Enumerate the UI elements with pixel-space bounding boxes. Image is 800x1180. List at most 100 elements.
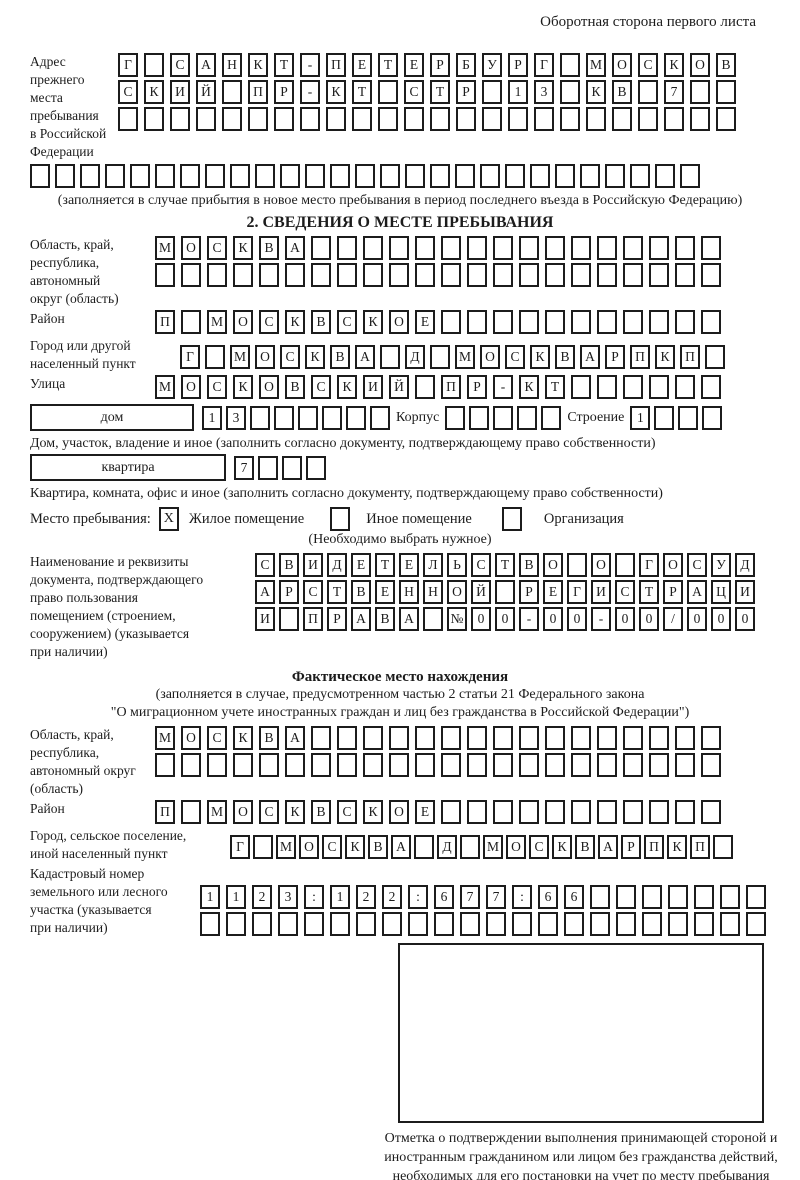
apartment-type-box[interactable]: квартира — [30, 454, 226, 481]
char-cell[interactable]: К — [144, 80, 164, 104]
char-cell[interactable]: С — [207, 375, 227, 399]
char-cell[interactable] — [623, 310, 643, 334]
char-cell[interactable] — [560, 53, 580, 77]
char-cell[interactable] — [493, 726, 513, 750]
char-cell[interactable] — [571, 726, 591, 750]
char-cell[interactable]: С — [529, 835, 549, 859]
char-cell[interactable]: В — [368, 835, 388, 859]
char-cell[interactable]: Т — [430, 80, 450, 104]
char-cell[interactable] — [538, 912, 558, 936]
char-cell[interactable] — [571, 263, 591, 287]
char-cell[interactable] — [545, 263, 565, 287]
char-cell[interactable] — [597, 726, 617, 750]
char-cell[interactable] — [564, 912, 584, 936]
char-cell[interactable] — [705, 345, 725, 369]
char-cell[interactable]: 6 — [538, 885, 558, 909]
char-cell[interactable] — [253, 835, 273, 859]
char-cell[interactable] — [434, 912, 454, 936]
char-cell[interactable] — [571, 375, 591, 399]
char-cell[interactable]: Р — [430, 53, 450, 77]
char-cell[interactable]: В — [285, 375, 305, 399]
char-cell[interactable] — [519, 800, 539, 824]
char-cell[interactable] — [389, 263, 409, 287]
char-cell[interactable]: В — [716, 53, 736, 77]
char-cell[interactable]: 0 — [711, 607, 731, 631]
char-cell[interactable]: - — [519, 607, 539, 631]
char-cell[interactable]: 1 — [200, 885, 220, 909]
char-cell[interactable]: 0 — [687, 607, 707, 631]
char-cell[interactable]: С — [259, 310, 279, 334]
char-cell[interactable] — [571, 310, 591, 334]
char-cell[interactable] — [668, 885, 688, 909]
char-cell[interactable] — [597, 753, 617, 777]
char-cell[interactable] — [326, 107, 346, 131]
char-cell[interactable]: Т — [327, 580, 347, 604]
char-cell[interactable] — [545, 726, 565, 750]
char-cell[interactable]: П — [690, 835, 710, 859]
char-cell[interactable]: К — [285, 310, 305, 334]
char-cell[interactable] — [337, 753, 357, 777]
char-cell[interactable] — [423, 607, 443, 631]
char-cell[interactable] — [404, 107, 424, 131]
char-cell[interactable]: К — [664, 53, 684, 77]
char-cell[interactable]: А — [598, 835, 618, 859]
char-cell[interactable] — [675, 375, 695, 399]
char-cell[interactable]: Й — [196, 80, 216, 104]
char-cell[interactable]: Й — [389, 375, 409, 399]
char-cell[interactable] — [571, 753, 591, 777]
char-cell[interactable] — [330, 912, 350, 936]
char-cell[interactable] — [118, 107, 138, 131]
char-cell[interactable] — [701, 800, 721, 824]
char-cell[interactable]: О — [690, 53, 710, 77]
char-cell[interactable] — [623, 753, 643, 777]
char-cell[interactable] — [701, 263, 721, 287]
char-cell[interactable]: К — [326, 80, 346, 104]
char-cell[interactable] — [222, 107, 242, 131]
char-cell[interactable] — [430, 107, 450, 131]
char-cell[interactable] — [445, 405, 466, 430]
char-cell[interactable]: С — [638, 53, 658, 77]
char-cell[interactable]: : — [304, 885, 324, 909]
char-cell[interactable]: М — [276, 835, 296, 859]
char-cell[interactable] — [356, 912, 376, 936]
char-cell[interactable] — [441, 753, 461, 777]
char-cell[interactable]: Н — [222, 53, 242, 77]
char-cell[interactable]: Р — [467, 375, 487, 399]
char-cell[interactable] — [649, 726, 669, 750]
char-cell[interactable]: : — [408, 885, 428, 909]
char-cell[interactable]: С — [259, 800, 279, 824]
char-cell[interactable]: Е — [415, 310, 435, 334]
char-cell[interactable] — [259, 753, 279, 777]
char-cell[interactable]: О — [233, 800, 253, 824]
char-cell[interactable]: 0 — [471, 607, 491, 631]
char-cell[interactable]: Й — [471, 580, 491, 604]
char-cell[interactable] — [638, 107, 658, 131]
char-cell[interactable] — [405, 164, 425, 188]
char-cell[interactable] — [180, 164, 200, 188]
char-cell[interactable] — [508, 107, 528, 131]
char-cell[interactable]: Р — [519, 580, 539, 604]
char-cell[interactable]: С — [280, 345, 300, 369]
checkbox-organization[interactable] — [501, 507, 522, 531]
char-cell[interactable] — [597, 263, 617, 287]
char-cell[interactable]: Е — [543, 580, 563, 604]
char-cell[interactable] — [590, 912, 610, 936]
char-cell[interactable] — [469, 405, 490, 430]
char-cell[interactable] — [716, 80, 736, 104]
char-cell[interactable] — [352, 107, 372, 131]
char-cell[interactable]: В — [279, 553, 299, 577]
char-cell[interactable]: О — [480, 345, 500, 369]
char-cell[interactable] — [311, 726, 331, 750]
char-cell[interactable] — [612, 107, 632, 131]
char-cell[interactable] — [702, 405, 723, 430]
char-cell[interactable] — [380, 345, 400, 369]
char-cell[interactable]: П — [155, 310, 175, 334]
char-cell[interactable] — [545, 800, 565, 824]
char-cell[interactable]: Р — [605, 345, 625, 369]
char-cell[interactable]: 1 — [630, 405, 651, 430]
char-cell[interactable]: С — [303, 580, 323, 604]
char-cell[interactable] — [226, 912, 246, 936]
char-cell[interactable]: С — [207, 236, 227, 260]
char-cell[interactable]: О — [663, 553, 683, 577]
char-cell[interactable]: К — [285, 800, 305, 824]
